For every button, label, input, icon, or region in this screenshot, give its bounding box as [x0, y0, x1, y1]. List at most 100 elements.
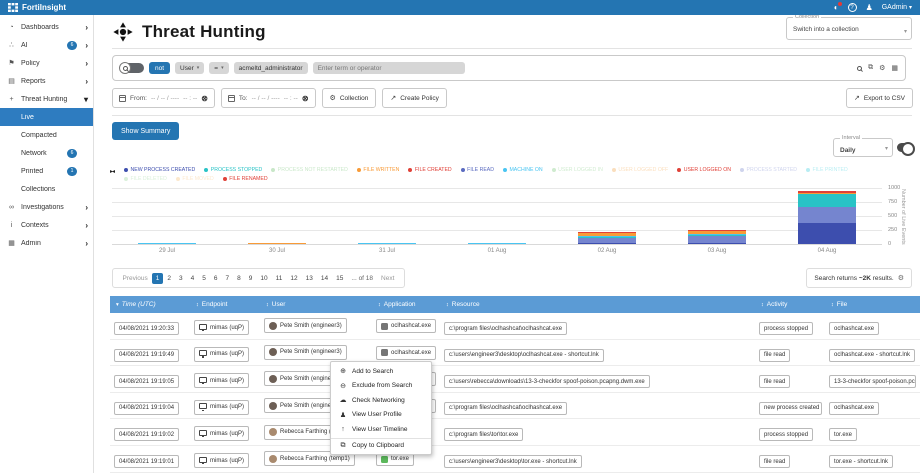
time-value[interactable]: 04/08/2021 19:19:49 [114, 348, 180, 362]
time-value[interactable]: 04/08/2021 19:19:04 [114, 401, 180, 415]
from-date-input[interactable]: From: -- / -- / ---- -- : -- ⊗ [112, 88, 215, 108]
sidebar-item-collections[interactable]: Collections [0, 180, 93, 198]
time-value[interactable]: 04/08/2021 19:19:05 [114, 375, 180, 389]
to-date-input[interactable]: To: -- / -- / ---- -- : -- ⊗ [220, 88, 316, 108]
application-chip[interactable]: oclhashcat.exe [376, 319, 437, 334]
query-mode-toggle[interactable] [119, 62, 144, 74]
gear-icon[interactable]: ⚙ [897, 275, 904, 282]
chart-bar-30-jul[interactable] [248, 243, 306, 244]
file-value[interactable]: oclhashcat.exe [829, 322, 880, 336]
not-operator-button[interactable]: not [149, 62, 171, 74]
chart-bar-31-jul[interactable] [358, 243, 416, 244]
file-value[interactable]: oclhashcat.exe - shortcut.lnk [829, 348, 916, 362]
sidebar-item-investigations[interactable]: ∞ Investigations › [0, 198, 93, 216]
endpoint-chip[interactable]: mimas (uqP) [194, 426, 250, 442]
legend-item-user-logged-on[interactable]: USER LOGGED ON [677, 167, 731, 173]
table-row[interactable]: 04/08/2021 19:19:49 mimas (uqP) Pete Smith… [110, 339, 920, 367]
chart-bar-01-aug[interactable] [468, 243, 526, 244]
menu-item-exclude-from-search[interactable]: ⊖ Exclude from Search [331, 379, 431, 394]
resource-value[interactable]: c:\users\engineer3\desktop\oclhashcat.ex… [444, 348, 604, 362]
column-header-application[interactable]: ↕ Application [372, 301, 440, 308]
settings-icon[interactable]: ⚙ [879, 65, 886, 72]
column-header-file[interactable]: ↕ File [825, 301, 920, 308]
term-chip[interactable]: acmeltd_administrator [233, 62, 308, 74]
time-value[interactable]: 04/08/2021 19:19:01 [114, 455, 180, 469]
page-button-14[interactable]: 14 [320, 274, 329, 282]
clear-icon[interactable]: ⊗ [301, 93, 309, 103]
legend-pager-icon[interactable]: ▸◂ [110, 169, 115, 175]
sidebar-item-live[interactable]: Live [0, 108, 93, 126]
menu-item-check-networking[interactable]: ☁ Check Networking [331, 393, 431, 408]
user-icon[interactable]: ♟ [865, 2, 873, 12]
chart-bar-29-jul[interactable] [138, 243, 196, 244]
copy-icon[interactable]: ⧉ [868, 64, 874, 71]
column-header-time-utc-[interactable]: ▾ Time (UTC) [110, 301, 190, 308]
legend-item-file-renamed[interactable]: FILE RENAMED [222, 176, 268, 182]
file-value[interactable]: tor.exe [829, 428, 858, 442]
legend-item-process-not-restarted[interactable]: PROCESS NOT RESTARTED [271, 167, 348, 173]
table-row[interactable]: 04/08/2021 19:19:02 mimas (uqP) Rebecca Fa… [110, 419, 920, 446]
previous-page-button[interactable]: Previous [122, 274, 148, 282]
legend-item-machine-on[interactable]: MACHINE ON [502, 167, 543, 173]
sidebar-item-admin[interactable]: ▦ Admin › [0, 234, 93, 252]
page-button-12[interactable]: 12 [290, 274, 298, 282]
collection-select[interactable]: Collection Switch into a collection ▾ [786, 14, 912, 40]
resource-value[interactable]: c:\program files\oclhashcat\oclhashcat.e… [444, 401, 568, 415]
sidebar-item-compacted[interactable]: Compacted [0, 126, 93, 144]
collection-button[interactable]: ⚙ Collection [321, 88, 377, 108]
file-value[interactable]: 13-3-checkfor spoof-poison.pcapng.dwm.ex… [829, 375, 917, 389]
table-row[interactable]: 04/08/2021 19:19:01 mimas (uqP) Rebecca Fa… [110, 445, 920, 473]
page-button-15[interactable]: 15 [336, 274, 344, 282]
legend-item-file-deleted[interactable]: FILE DELETED [124, 176, 167, 182]
menu-item-copy-to-clipboard[interactable]: ⧉ Copy to Clipboard [331, 437, 431, 453]
legend-item-file-created[interactable]: FILE CREATED [408, 167, 452, 173]
search-icon[interactable] [857, 65, 863, 71]
time-value[interactable]: 04/08/2021 19:20:33 [114, 322, 180, 336]
export-csv-button[interactable]: ↗ Export to CSV [845, 88, 913, 108]
legend-item-process-stopped[interactable]: PROCESS STOPPED [204, 167, 262, 173]
column-header-endpoint[interactable]: ↕ Endpoint [190, 301, 260, 308]
legend-item-user-logged-off[interactable]: USER LOGGED OFF [611, 167, 668, 173]
legend-item-new-process-created[interactable]: NEW PROCESS CREATED [124, 167, 195, 173]
activity-value[interactable]: file read [759, 455, 791, 469]
legend-item-file-moved[interactable]: FILE MOVED [175, 176, 214, 182]
page-button-9[interactable]: 9 [248, 274, 253, 282]
legend-item-process-started[interactable]: PROCESS STARTED [739, 167, 797, 173]
resource-value[interactable]: c:\program files\oclhashcat\oclhashcat.e… [444, 322, 568, 336]
menu-item-view-user-profile[interactable]: ♟ View User Profile [331, 408, 431, 423]
next-page-button[interactable]: Next [381, 274, 395, 282]
legend-item-file-printed[interactable]: FILE PRINTED [806, 167, 848, 173]
notification-icon[interactable]: ◐ [834, 1, 842, 12]
column-header-resource[interactable]: ↕ Resource [440, 301, 755, 308]
grid-icon[interactable]: ▦ [891, 65, 898, 72]
help-icon[interactable]: ? [847, 3, 857, 12]
endpoint-chip[interactable]: mimas (uqP) [194, 453, 250, 469]
page-button-3[interactable]: 3 [179, 274, 183, 282]
sidebar-item-threat-hunting[interactable]: + Threat Hunting ▾ [0, 90, 93, 108]
user-chip[interactable]: Rebecca Farthing (temp1) [264, 451, 355, 467]
activity-value[interactable]: file read [759, 375, 791, 389]
page-button-11[interactable]: 11 [275, 274, 283, 282]
sidebar-item-contexts[interactable]: i Contexts › [0, 216, 93, 234]
page-button-10[interactable]: 10 [260, 274, 268, 282]
field-select[interactable]: User ▾ [175, 62, 205, 74]
chart-bar-04-aug[interactable] [798, 191, 856, 244]
endpoint-chip[interactable]: mimas (uqP) [194, 320, 250, 336]
sidebar-item-printed[interactable]: Printed 1 [0, 162, 93, 180]
resource-value[interactable]: c:\users\engineer3\desktop\tor.exe - sho… [444, 455, 582, 469]
page-button-4[interactable]: 4 [190, 274, 195, 282]
legend-item-user-logged-in[interactable]: USER LOGGED IN [551, 167, 603, 173]
clear-icon[interactable]: ⊗ [201, 93, 208, 103]
resource-value[interactable]: c:\program files\tor\tor.exe [444, 428, 524, 442]
page-button-5[interactable]: 5 [202, 274, 206, 282]
column-header-activity[interactable]: ↕ Activity [755, 301, 825, 308]
file-value[interactable]: oclhashcat.exe [829, 401, 880, 415]
user-chip[interactable]: Pete Smith (engineer3) [264, 344, 347, 360]
create-policy-button[interactable]: ↗ Create Policy [382, 88, 447, 108]
sidebar-item-reports[interactable]: ▤ Reports › [0, 72, 93, 90]
show-summary-button[interactable]: Show Summary [112, 122, 180, 140]
activity-value[interactable]: process stopped [759, 322, 814, 336]
interval-select[interactable]: Interval Daily ▾ [833, 135, 893, 157]
chart-toggle[interactable] [897, 142, 915, 156]
file-value[interactable]: tor.exe - shortcut.lnk [829, 455, 894, 469]
